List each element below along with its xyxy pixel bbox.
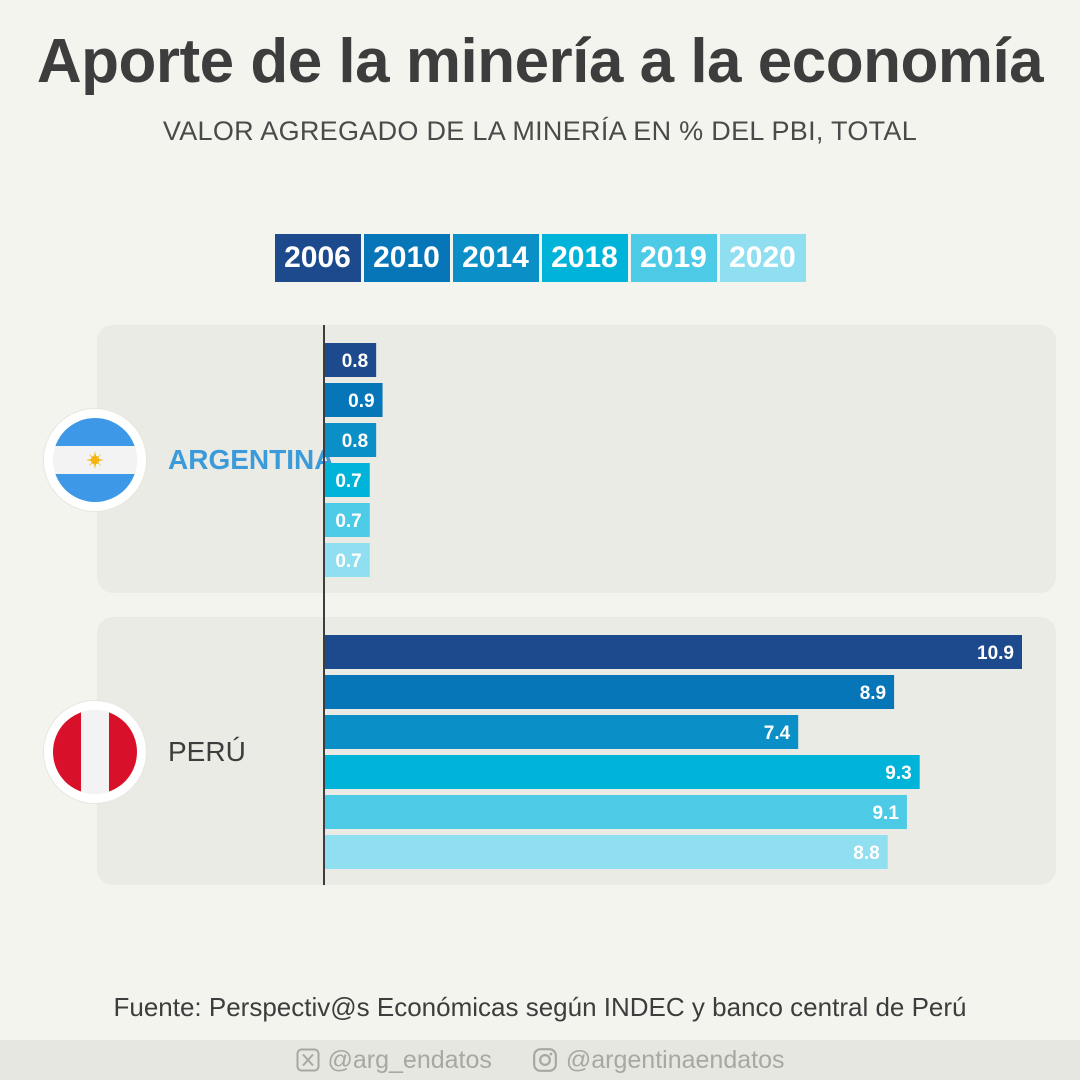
legend-item-2010: 2010 [363,234,450,282]
bar-per-2020 [325,835,888,869]
data-label-argentina-2020: 0.7 [335,551,361,572]
bar-argentina-2020 [325,543,370,577]
category-label-peru: PERÚ [168,736,246,767]
bar-per-2019 [325,795,907,829]
bar-argentina-2010 [325,383,383,417]
instagram-handle-text: @argentinaendatos [565,1045,785,1074]
data-label-argentina-2014: 0.8 [342,431,368,452]
footer: @arg_endatos @argentinaendatos [0,1040,1080,1080]
data-label-per-2018: 9.3 [885,763,911,784]
source-note: Fuente: Perspectiv@s Económicas según IN… [113,992,967,1022]
bar-argentina-2019 [325,503,370,537]
category-label-argentina: ARGENTINA [168,444,335,475]
panel-argentina [97,325,1056,593]
chart-title: Aporte de la minería a la economía [36,27,1044,96]
data-label-per-2019: 9.1 [872,803,899,824]
bar-argentina-2018 [325,463,370,497]
data-label-per-2014: 7.4 [764,723,791,744]
legend: 2006 2010 2014 2018 2019 2020 [0,234,1080,282]
data-label-per-2010: 8.9 [860,683,886,704]
data-label-argentina-2010: 0.9 [348,391,374,412]
twitter-handle[interactable]: @arg_endatos [296,1046,492,1075]
argentina-flag-icon [44,409,146,511]
instagram-logo-icon [532,1048,557,1072]
bar-per-2014 [325,715,799,749]
legend-item-2018: 2018 [541,234,628,282]
bar-per-2010 [325,675,895,709]
chart-subtitle: VALOR AGREGADO DE LA MINERÍA EN % DEL PB… [162,116,918,146]
bar-argentina-2014 [325,423,377,457]
x-logo-icon [296,1048,319,1072]
instagram-handle[interactable]: @argentinaendatos [532,1045,785,1075]
data-label-argentina-2019: 0.7 [335,511,361,532]
legend-item-2019: 2019 [630,234,717,282]
bar-per-2018 [325,755,920,789]
data-label-per-2020: 8.8 [853,843,879,864]
twitter-handle-text: @arg_endatos [327,1045,492,1074]
legend-item-2006: 2006 [274,234,361,282]
bar-argentina-2006 [325,343,377,377]
data-label-argentina-2018: 0.7 [335,471,361,492]
bar-per-2006 [325,635,1022,669]
peru-flag-icon [44,701,146,803]
data-label-per-2006: 10.9 [977,643,1014,664]
data-label-argentina-2006: 0.8 [342,351,368,372]
legend-item-2020: 2020 [719,234,806,282]
sun-icon [86,451,104,469]
legend-item-2014: 2014 [452,234,539,282]
